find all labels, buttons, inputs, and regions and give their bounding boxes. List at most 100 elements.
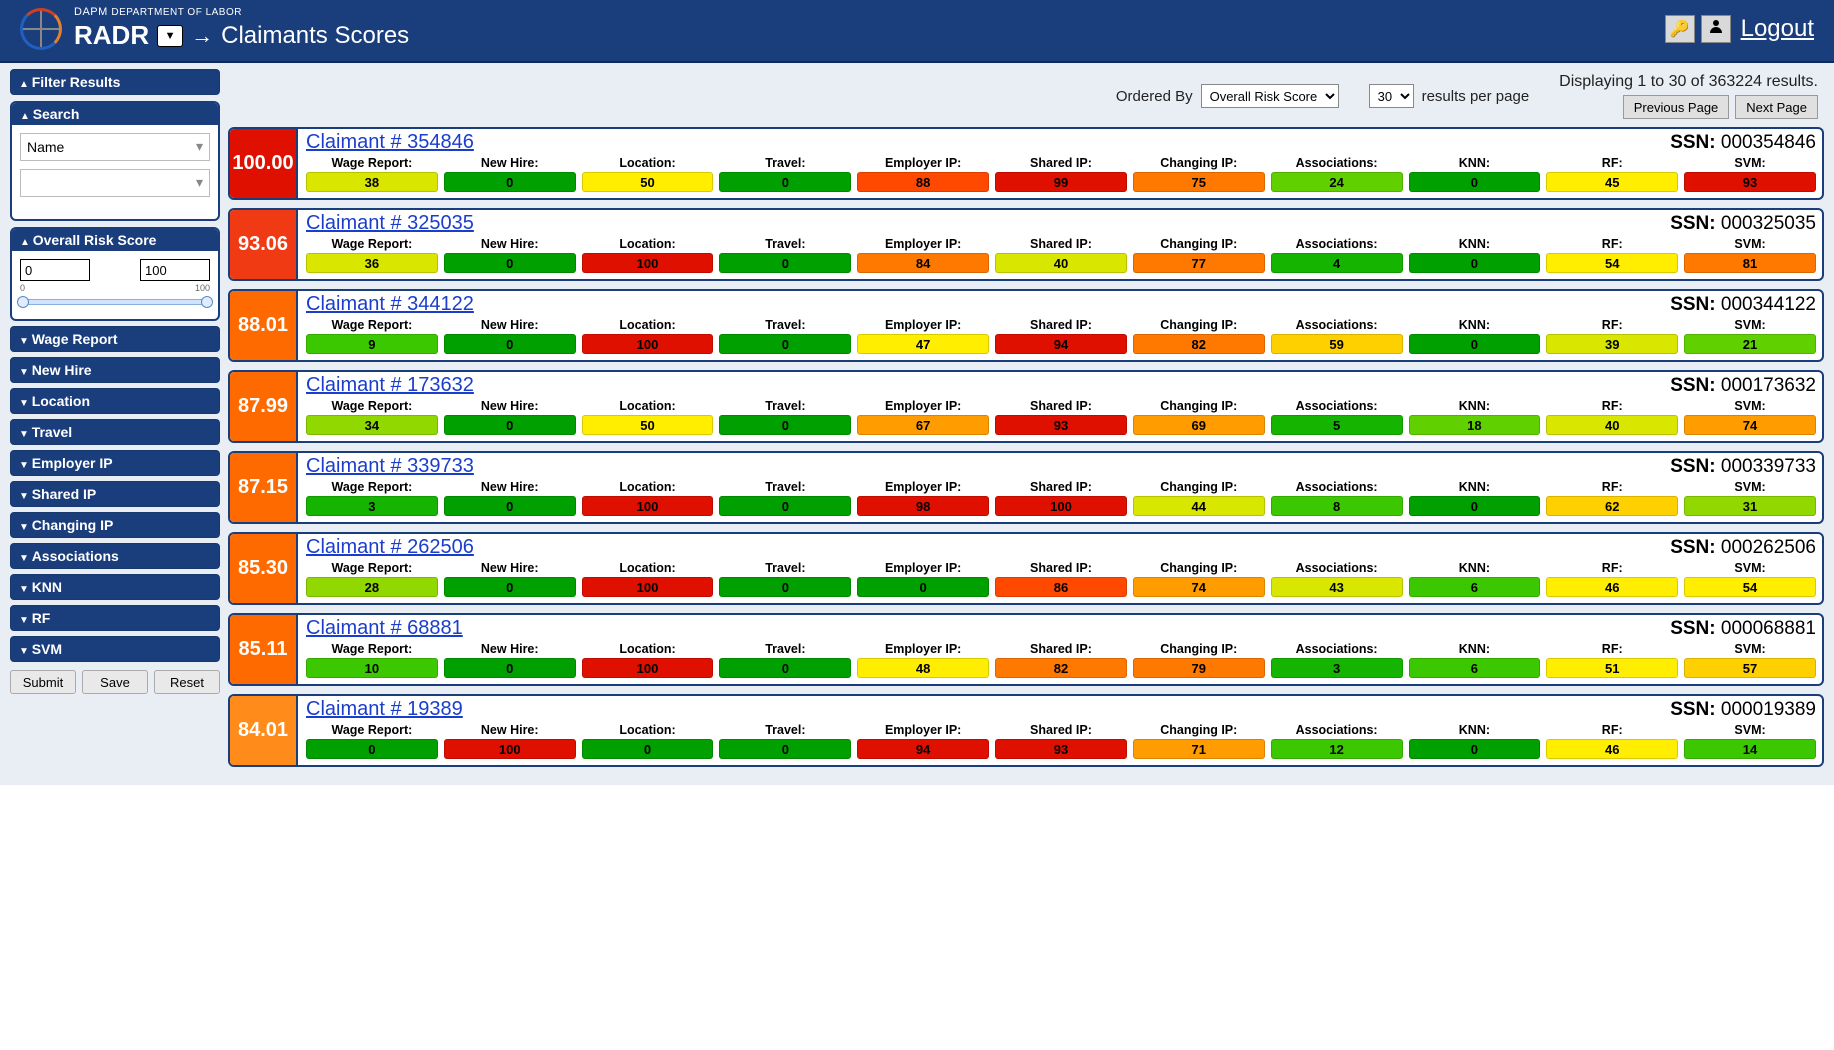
metric-label: KNN:	[1409, 156, 1541, 170]
filter-accordion-changing-ip[interactable]: Changing IP	[10, 512, 220, 538]
metric-value: 0	[719, 658, 851, 678]
metric-value: 24	[1271, 172, 1403, 192]
save-button[interactable]: Save	[82, 670, 148, 694]
metric-label: Changing IP:	[1133, 480, 1265, 494]
risk-min-input[interactable]	[20, 259, 90, 281]
claimant-link[interactable]: Claimant # 339733	[306, 455, 474, 478]
metric-label: Associations:	[1271, 561, 1403, 575]
metric-label: Employer IP:	[857, 156, 989, 170]
metric-label: KNN:	[1409, 561, 1541, 575]
metric-cell: Associations:24	[1271, 156, 1403, 192]
metric-label: Shared IP:	[995, 561, 1127, 575]
metric-label: RF:	[1546, 723, 1678, 737]
header-titles: DAPM DEPARTMENT OF LABOR RADR ▼ → Claima…	[74, 6, 409, 51]
metric-cell: Travel:0	[719, 318, 851, 354]
risk-slider[interactable]	[20, 299, 210, 305]
per-page-select[interactable]: 30	[1369, 84, 1414, 108]
metric-cell: Changing IP:69	[1133, 399, 1265, 435]
next-page-button[interactable]: Next Page	[1735, 95, 1818, 119]
metric-value: 81	[1684, 253, 1816, 273]
prev-page-button[interactable]: Previous Page	[1623, 95, 1730, 119]
submit-button[interactable]: Submit	[10, 670, 76, 694]
reset-button[interactable]: Reset	[154, 670, 220, 694]
metric-cell: Employer IP:48	[857, 642, 989, 678]
filter-accordion-rf[interactable]: RF	[10, 605, 220, 631]
metric-value: 57	[1684, 658, 1816, 678]
search-value-select[interactable]	[20, 169, 210, 197]
filter-accordion-employer-ip[interactable]: Employer IP	[10, 450, 220, 476]
metric-cell: Associations:59	[1271, 318, 1403, 354]
user-icon-button[interactable]	[1701, 15, 1731, 43]
ssn-label: SSN: 000354846	[1670, 132, 1816, 154]
result-row: 84.01Claimant # 19389SSN: 000019389Wage …	[228, 694, 1824, 767]
metric-label: Travel:	[719, 642, 851, 656]
metric-value: 93	[1684, 172, 1816, 192]
metric-cell: Travel:0	[719, 480, 851, 516]
logout-link[interactable]: Logout	[1741, 15, 1814, 43]
filter-accordion-wage-report[interactable]: Wage Report	[10, 326, 220, 352]
metric-value: 50	[582, 172, 714, 192]
metric-cell: SVM:21	[1684, 318, 1816, 354]
search-panel-header[interactable]: Search	[12, 103, 218, 125]
metric-value: 98	[857, 496, 989, 516]
key-icon-button[interactable]: 🔑	[1665, 15, 1695, 43]
metric-label: New Hire:	[444, 318, 576, 332]
metric-value: 0	[719, 415, 851, 435]
filter-results-header[interactable]: Filter Results	[10, 69, 220, 95]
filter-accordion-travel[interactable]: Travel	[10, 419, 220, 445]
metric-cell: Location:50	[582, 399, 714, 435]
metric-label: Travel:	[719, 237, 851, 251]
claimant-link[interactable]: Claimant # 19389	[306, 698, 463, 721]
ordered-by-select[interactable]: Overall Risk Score	[1201, 84, 1339, 108]
overall-risk-header[interactable]: Overall Risk Score	[12, 229, 218, 251]
ssn-label: SSN: 000173632	[1670, 375, 1816, 397]
metric-label: Changing IP:	[1133, 561, 1265, 575]
slider-thumb-max[interactable]	[201, 296, 213, 308]
metric-cell: RF:40	[1546, 399, 1678, 435]
metric-value: 39	[1546, 334, 1678, 354]
claimant-link[interactable]: Claimant # 262506	[306, 536, 474, 559]
claimant-link[interactable]: Claimant # 68881	[306, 617, 463, 640]
claimant-link[interactable]: Claimant # 325035	[306, 212, 474, 235]
metric-cell: Associations: 43	[1271, 561, 1403, 597]
risk-max-input[interactable]	[140, 259, 210, 281]
metric-value: 82	[1133, 334, 1265, 354]
metric-cell: SVM:31	[1684, 480, 1816, 516]
metric-cell: Changing IP:44	[1133, 480, 1265, 516]
metric-cell: Wage Report:9	[306, 318, 438, 354]
metric-value: 79	[1133, 658, 1265, 678]
metric-value: 40	[1546, 415, 1678, 435]
metric-label: Shared IP:	[995, 156, 1127, 170]
slider-thumb-min[interactable]	[17, 296, 29, 308]
filter-accordion-svm[interactable]: SVM	[10, 636, 220, 662]
filter-accordion-knn[interactable]: KNN	[10, 574, 220, 600]
dept-prefix: DAPM	[74, 6, 108, 18]
metric-value: 43	[1271, 577, 1403, 597]
filter-accordion-associations[interactable]: Associations	[10, 543, 220, 569]
metric-value: 51	[1546, 658, 1678, 678]
metric-cell: Shared IP:100	[995, 480, 1127, 516]
metric-label: Wage Report:	[306, 237, 438, 251]
app-dropdown-button[interactable]: ▼	[157, 25, 183, 47]
metric-cell: KNN:0	[1409, 237, 1541, 273]
metric-label: New Hire:	[444, 399, 576, 413]
filter-accordion-location[interactable]: Location	[10, 388, 220, 414]
scale-min-label: 0	[20, 283, 25, 293]
metric-cell: Associations:3	[1271, 642, 1403, 678]
claimant-link[interactable]: Claimant # 354846	[306, 131, 474, 154]
metric-cell: Employer IP:98	[857, 480, 989, 516]
metric-cell: Employer IP:84	[857, 237, 989, 273]
filter-accordion-new-hire[interactable]: New Hire	[10, 357, 220, 383]
claimant-link[interactable]: Claimant # 344122	[306, 293, 474, 316]
metric-value: 0	[444, 172, 576, 192]
result-row: 100.00Claimant # 354846SSN: 000354846Wag…	[228, 127, 1824, 200]
claimant-link[interactable]: Claimant # 173632	[306, 374, 474, 397]
metric-value: 67	[857, 415, 989, 435]
metric-label: Location:	[582, 561, 714, 575]
metric-cell: Location:100	[582, 480, 714, 516]
metric-label: Location:	[582, 156, 714, 170]
search-field-select[interactable]: Name	[20, 133, 210, 161]
metric-label: Travel:	[719, 156, 851, 170]
filter-accordion-shared-ip[interactable]: Shared IP	[10, 481, 220, 507]
metric-cell: New Hire:0	[444, 561, 576, 597]
